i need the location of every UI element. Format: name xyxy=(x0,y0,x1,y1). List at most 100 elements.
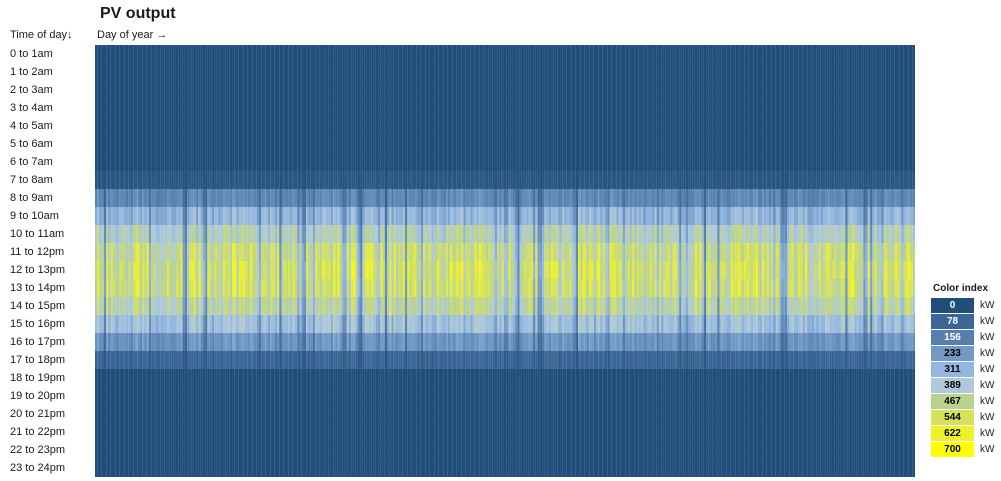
heatmap-cell xyxy=(393,459,397,477)
heatmap-cell xyxy=(512,99,516,118)
heatmap-cell xyxy=(254,243,257,262)
heatmap-cell xyxy=(528,333,531,352)
heatmap-cell xyxy=(353,351,356,370)
heatmap-cell xyxy=(180,297,183,316)
heatmap-cell xyxy=(263,225,266,244)
heatmap-cell xyxy=(119,315,123,334)
heatmap-cell xyxy=(297,297,300,316)
heatmap-cell xyxy=(360,135,363,154)
heatmap-cell xyxy=(391,45,394,64)
heatmap-cell xyxy=(241,333,244,352)
heatmap-cell xyxy=(474,99,477,118)
heatmap-cell xyxy=(544,297,547,316)
heatmap-cell xyxy=(474,225,477,244)
heatmap-cell xyxy=(97,135,100,154)
heatmap-cell xyxy=(207,351,210,370)
heatmap-cell xyxy=(232,225,235,244)
heatmap-cell xyxy=(178,423,181,442)
heatmap-cell xyxy=(497,423,500,442)
heatmap-cell xyxy=(431,189,435,208)
heatmap-cell xyxy=(512,135,516,154)
heatmap-cell xyxy=(407,459,410,477)
heatmap-cell xyxy=(259,441,262,460)
heatmap-cell xyxy=(542,81,545,100)
heatmap-cell xyxy=(193,243,197,262)
heatmap-cell xyxy=(285,279,289,298)
heatmap-cell xyxy=(326,207,329,226)
heatmap-cell xyxy=(393,351,397,370)
heatmap-cell xyxy=(506,81,509,100)
heatmap-cell xyxy=(142,81,145,100)
heatmap-cell xyxy=(337,225,340,244)
heatmap-cell xyxy=(369,441,372,460)
heatmap-cell xyxy=(555,369,558,388)
heatmap-cell xyxy=(393,333,397,352)
heatmap-cell xyxy=(110,297,114,316)
heatmap-cell xyxy=(503,117,507,136)
heatmap-cell xyxy=(142,117,145,136)
heatmap-cell xyxy=(472,423,475,442)
heatmap-cell xyxy=(207,99,210,118)
heatmap-cell xyxy=(416,81,419,100)
heatmap-cell xyxy=(470,171,473,190)
heatmap-cell xyxy=(245,315,248,334)
heatmap-cell xyxy=(393,225,397,244)
heatmap-cell xyxy=(452,369,455,388)
heatmap-cell xyxy=(515,225,518,244)
heatmap-cell xyxy=(272,351,275,370)
heatmap-cell xyxy=(223,459,226,477)
heatmap-cell xyxy=(445,225,448,244)
heatmap-cell xyxy=(337,441,340,460)
heatmap-cell xyxy=(115,243,118,262)
heatmap-cell xyxy=(276,351,280,370)
heatmap-cell xyxy=(308,171,311,190)
heatmap-cell xyxy=(488,153,491,172)
heatmap-cell xyxy=(315,387,318,406)
heatmap-cell xyxy=(476,261,480,280)
heatmap-cell xyxy=(276,405,280,424)
heatmap-cell xyxy=(214,459,217,477)
heatmap-cell xyxy=(317,279,320,298)
heatmap-cell xyxy=(508,45,511,64)
heatmap-cell xyxy=(135,351,138,370)
heatmap-cell xyxy=(418,135,421,154)
heatmap-cell xyxy=(319,243,322,262)
heatmap-cell xyxy=(259,297,262,316)
heatmap-cell xyxy=(326,441,329,460)
heatmap-cell xyxy=(458,171,462,190)
heatmap-cell xyxy=(326,135,329,154)
heatmap-cell xyxy=(299,423,302,442)
heatmap-cell xyxy=(416,171,419,190)
heatmap-cell xyxy=(411,441,415,460)
heatmap-cell xyxy=(117,63,120,82)
heatmap-cell xyxy=(267,405,271,424)
heatmap-cell xyxy=(398,441,401,460)
heatmap-cell xyxy=(101,81,105,100)
heatmap-cell xyxy=(211,261,215,280)
heatmap-cell xyxy=(360,117,363,136)
heatmap-cell xyxy=(175,63,179,82)
heatmap-cell xyxy=(521,405,525,424)
heatmap-cell xyxy=(139,171,143,190)
heatmap-cell xyxy=(124,243,127,262)
heatmap-cell xyxy=(198,351,201,370)
heatmap-cell xyxy=(148,153,152,172)
heatmap-cell xyxy=(330,63,334,82)
heatmap-cell xyxy=(537,63,540,82)
heatmap-cell xyxy=(382,45,385,64)
heatmap-cell xyxy=(423,243,426,262)
heatmap-cell xyxy=(384,369,388,388)
heatmap-cell xyxy=(342,279,345,298)
heatmap-cell xyxy=(139,243,143,262)
heatmap-cell xyxy=(130,369,134,388)
heatmap-cell xyxy=(281,441,284,460)
heatmap-cell xyxy=(533,315,536,334)
heatmap-cell xyxy=(330,81,334,100)
heatmap-cell xyxy=(555,423,558,442)
heatmap-cell xyxy=(173,135,176,154)
heatmap-cell xyxy=(247,279,251,298)
heatmap-cell xyxy=(485,369,489,388)
heatmap-cell xyxy=(119,225,123,244)
heatmap-cell xyxy=(481,351,484,370)
heatmap-cell xyxy=(211,45,215,64)
